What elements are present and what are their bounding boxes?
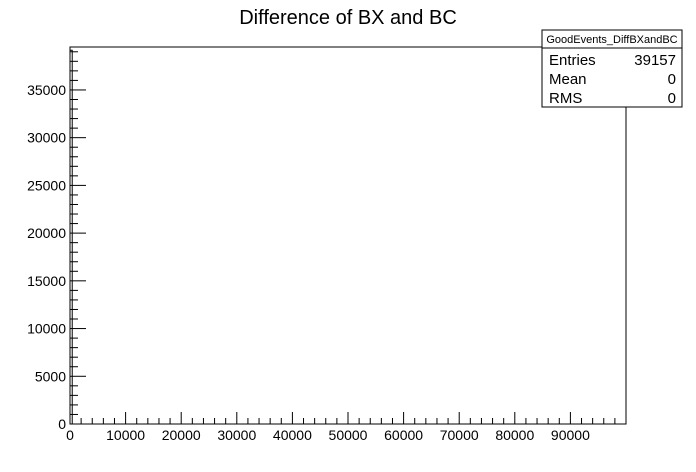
stats-row-value: 39157	[634, 52, 676, 69]
x-tick-label: 20000	[162, 427, 201, 443]
x-tick-label: 40000	[273, 427, 312, 443]
y-tick-label: 15000	[27, 273, 66, 289]
chart-title: Difference of BX and BC	[239, 7, 457, 29]
histogram-bars	[69, 49, 73, 424]
y-tick-label: 25000	[27, 177, 66, 193]
y-tick-label: 0	[58, 416, 66, 432]
x-tick-label: 0	[66, 427, 74, 443]
y-tick-label: 30000	[27, 130, 66, 146]
stats-box-frame	[541, 29, 683, 108]
stats-box: GoodEvents_DiffBXandBC Entries 39157 Mean 0…	[541, 29, 683, 108]
x-tick-label: 70000	[440, 427, 479, 443]
y-axis-ticks: 0 5000 10000 15000 20000 25000 30000 35000	[27, 51, 86, 432]
stats-row-value: 0	[668, 90, 676, 107]
histogram-bar	[69, 49, 73, 424]
y-tick-label: 5000	[35, 368, 66, 384]
x-tick-label: 90000	[551, 427, 590, 443]
stats-row-label: Mean	[549, 71, 587, 88]
y-tick-label: 20000	[27, 225, 66, 241]
stats-box-rows: Entries 39157 Mean 0 RMS 0	[549, 52, 676, 107]
x-tick-label: 30000	[217, 427, 256, 443]
stats-row-value: 0	[668, 71, 676, 88]
x-tick-label: 60000	[384, 427, 423, 443]
x-axis-ticks: 0 10000 20000 30000 40000 50000 60000 70000 8000…	[66, 412, 627, 443]
x-tick-label: 80000	[495, 427, 534, 443]
stats-row-label: RMS	[549, 90, 582, 107]
x-tick-label: 10000	[106, 427, 145, 443]
x-tick-label: 50000	[329, 427, 368, 443]
stats-row-label: Entries	[549, 52, 596, 69]
y-tick-label: 35000	[27, 82, 66, 98]
stats-box-name: GoodEvents_DiffBXandBC	[546, 34, 677, 46]
y-tick-label: 10000	[27, 321, 66, 337]
